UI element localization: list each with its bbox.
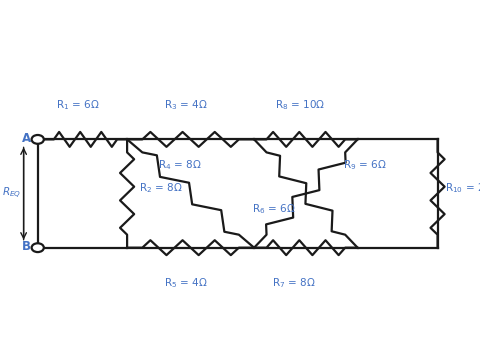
Text: R$_6$ = 6Ω: R$_6$ = 6Ω [252, 202, 295, 216]
Circle shape [32, 243, 44, 252]
Text: $R_{EQ}$: $R_{EQ}$ [2, 186, 21, 201]
Text: R$_7$ = 8Ω: R$_7$ = 8Ω [272, 276, 316, 290]
Text: R$_{10}$ = 2Ω: R$_{10}$ = 2Ω [444, 181, 480, 195]
Text: R$_1$ = 6Ω: R$_1$ = 6Ω [56, 99, 99, 112]
Text: R$_2$ = 8Ω: R$_2$ = 8Ω [139, 181, 182, 195]
Text: R$_4$ = 8Ω: R$_4$ = 8Ω [157, 158, 201, 172]
Text: R$_5$ = 4Ω: R$_5$ = 4Ω [164, 276, 208, 290]
Text: R$_9$ = 6Ω: R$_9$ = 6Ω [344, 158, 387, 172]
Text: B: B [22, 240, 31, 253]
Circle shape [32, 135, 44, 144]
Text: R$_8$ = 10Ω: R$_8$ = 10Ω [275, 99, 325, 112]
Text: R$_3$ = 4Ω: R$_3$ = 4Ω [164, 99, 208, 112]
Text: A: A [22, 132, 31, 145]
